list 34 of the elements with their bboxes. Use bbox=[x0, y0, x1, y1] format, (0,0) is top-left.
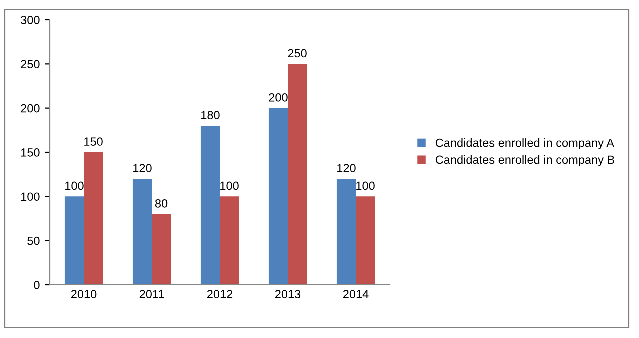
x-tick-label: 2010 bbox=[71, 290, 97, 299]
data-label: 120 bbox=[338, 164, 356, 172]
data-label: 250 bbox=[288, 49, 307, 58]
bar bbox=[220, 196, 240, 285]
y-tick-label: 250 bbox=[21, 60, 40, 69]
x-tick-label: 2012 bbox=[207, 290, 233, 299]
data-label: 100 bbox=[66, 182, 84, 190]
bar bbox=[200, 126, 220, 285]
data-label: 150 bbox=[84, 138, 103, 146]
bar bbox=[64, 196, 84, 285]
data-label: 80 bbox=[155, 199, 168, 208]
bar bbox=[288, 64, 308, 285]
legend-label: Candidates enrolled in company A bbox=[436, 138, 614, 150]
bar bbox=[336, 179, 356, 285]
bar bbox=[84, 152, 104, 285]
y-tick-label: 300 bbox=[21, 16, 40, 24]
x-tick-label: 2014 bbox=[343, 290, 369, 299]
bar bbox=[132, 179, 152, 285]
data-label: 100 bbox=[356, 182, 375, 190]
data-label: 200 bbox=[269, 93, 288, 102]
x-tick-label: 2011 bbox=[140, 290, 164, 299]
bar bbox=[152, 214, 172, 285]
y-tick-label: 100 bbox=[21, 192, 40, 202]
data-label: 100 bbox=[220, 182, 239, 190]
legend-label: Candidates enrolled in company B bbox=[436, 155, 615, 166]
y-tick-label: 200 bbox=[21, 104, 40, 113]
y-tick-label: 50 bbox=[28, 236, 40, 246]
x-tick-label: 2013 bbox=[275, 290, 301, 299]
y-tick-label: 0 bbox=[34, 281, 40, 290]
bar bbox=[356, 196, 376, 285]
bar bbox=[268, 108, 288, 285]
data-label: 180 bbox=[202, 111, 220, 120]
y-tick-label: 150 bbox=[21, 148, 40, 157]
data-label: 120 bbox=[134, 164, 152, 172]
